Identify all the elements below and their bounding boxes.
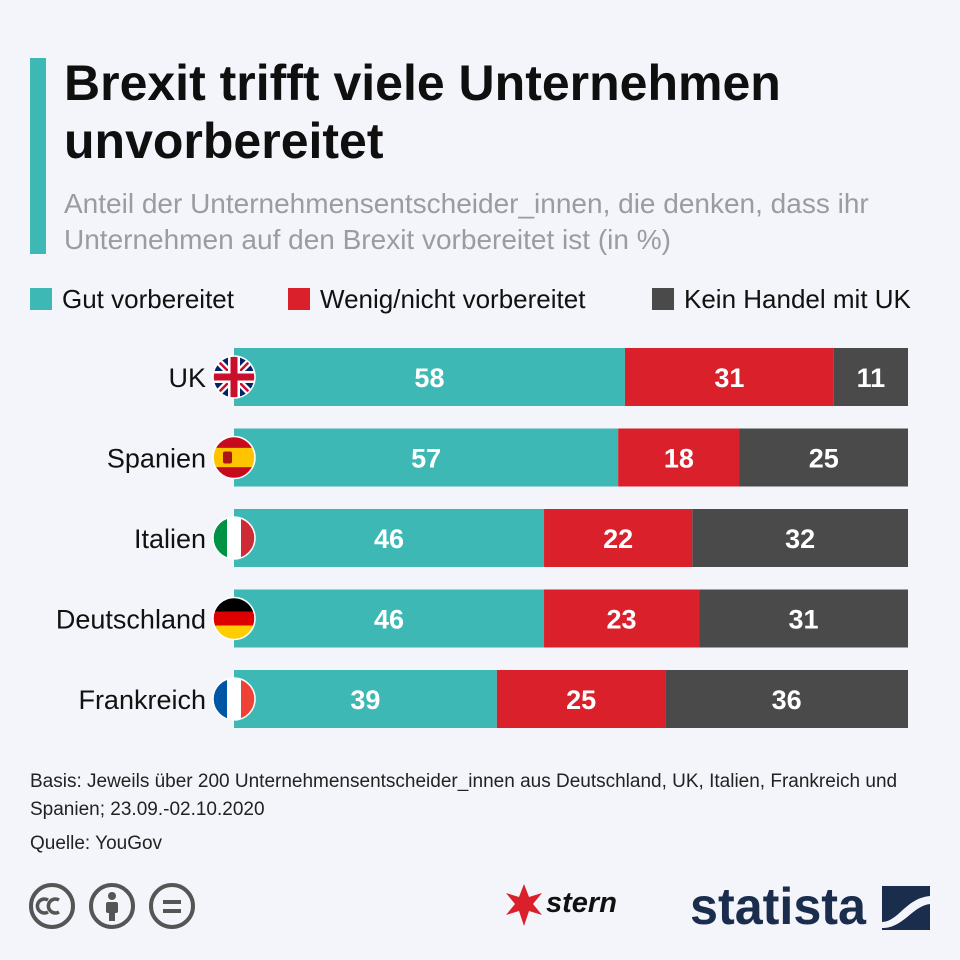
bar-row: 39 25 36 Frankreich — [78, 670, 908, 728]
legend-label-none: Kein Handel mit UK — [684, 283, 911, 314]
stacked-bar-chart: 58 31 11 UK 57 18 25 Spanien 46 22 32 Italien 46 23 31… — [56, 348, 908, 728]
bar-row: 46 22 32 Italien — [134, 509, 908, 567]
source-note: Quelle: YouGov — [30, 833, 163, 854]
bar-segment-none — [833, 348, 908, 406]
no-derivatives-icon — [149, 883, 195, 929]
legend-item-poor: Wenig/nicht vorbereitet — [288, 282, 585, 316]
bar-value-label: 11 — [857, 363, 886, 393]
bar-value-label: 31 — [789, 605, 819, 635]
legend-label-poor: Wenig/nicht vorbereitet — [320, 283, 586, 314]
statista-wordmark: statista — [690, 878, 867, 936]
bar-segment-poor — [624, 348, 834, 406]
bar-row: 57 18 25 Spanien — [107, 428, 908, 487]
bar-value-label: 25 — [809, 444, 839, 474]
bar-value-label: 23 — [607, 605, 637, 635]
spain-flag-icon — [212, 435, 256, 480]
france-flag-icon — [212, 677, 256, 721]
bar-value-label: 25 — [566, 685, 596, 715]
category-label: Deutschland — [56, 605, 206, 635]
legend-label-good: Gut vorbereitet — [62, 283, 234, 314]
legend-swatch-none — [652, 288, 674, 310]
bar-segment-good — [234, 589, 545, 648]
bar-segment-good — [234, 348, 625, 406]
bar-segment-poor — [544, 509, 693, 567]
bar-value-label: 31 — [714, 363, 744, 393]
bar-segment-poor — [618, 428, 740, 487]
accent-bar — [30, 58, 46, 254]
stern-star-icon — [506, 884, 542, 926]
bar-value-label: 22 — [603, 524, 633, 554]
legend: Gut vorbereitet Wenig/nicht vorbereitet … — [30, 282, 940, 316]
italy-flag-icon — [212, 516, 256, 560]
legend-item-none: Kein Handel mit UK — [652, 282, 911, 316]
license-icons — [28, 882, 196, 930]
attribution-icon — [89, 883, 135, 929]
cc-icon — [29, 883, 75, 929]
statista-logo: statista — [690, 878, 930, 936]
legend-swatch-good — [30, 288, 52, 310]
stern-wordmark: stern — [546, 887, 617, 919]
bar-segment-good — [234, 670, 497, 728]
bar-value-label: 58 — [414, 363, 444, 393]
chart-subtitle: Anteil der Unternehmensentscheider_innen… — [64, 188, 869, 255]
category-label: Italien — [134, 524, 206, 554]
bar-segment-poor — [544, 589, 700, 648]
bar-value-label: 46 — [374, 524, 404, 554]
bar-segment-none — [665, 670, 908, 728]
category-label: UK — [168, 363, 206, 393]
uk-flag-icon — [212, 355, 256, 399]
bar-row: 58 31 11 UK — [168, 348, 908, 406]
bar-segment-good — [234, 509, 545, 567]
stern-logo: stern — [506, 884, 617, 926]
bar-value-label: 18 — [664, 444, 694, 474]
bar-segment-poor — [496, 670, 666, 728]
legend-item-good: Gut vorbereitet — [30, 282, 234, 316]
bar-value-label: 46 — [374, 605, 404, 635]
bar-segment-none — [739, 428, 908, 487]
bar-value-label: 32 — [785, 524, 815, 554]
bar-value-label: 36 — [772, 685, 802, 715]
bar-row: 46 23 31 Deutschland — [56, 589, 908, 648]
bar-value-label: 57 — [411, 444, 441, 474]
bar-value-label: 39 — [350, 685, 380, 715]
germany-flag-icon — [212, 596, 256, 641]
chart-title: Brexit trifft viele Unternehmen unvorber… — [64, 55, 781, 169]
legend-swatch-poor — [288, 288, 310, 310]
bar-segment-none — [699, 589, 908, 648]
statista-mark-icon — [882, 886, 930, 930]
category-label: Spanien — [107, 444, 206, 474]
footnote-basis: Basis: Jeweils über 200 Unternehmensents… — [30, 771, 898, 820]
bar-segment-good — [234, 428, 619, 487]
bar-segment-none — [692, 509, 908, 567]
category-label: Frankreich — [78, 685, 206, 715]
